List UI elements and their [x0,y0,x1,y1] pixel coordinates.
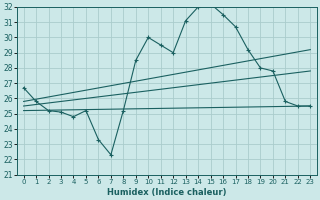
X-axis label: Humidex (Indice chaleur): Humidex (Indice chaleur) [107,188,227,197]
